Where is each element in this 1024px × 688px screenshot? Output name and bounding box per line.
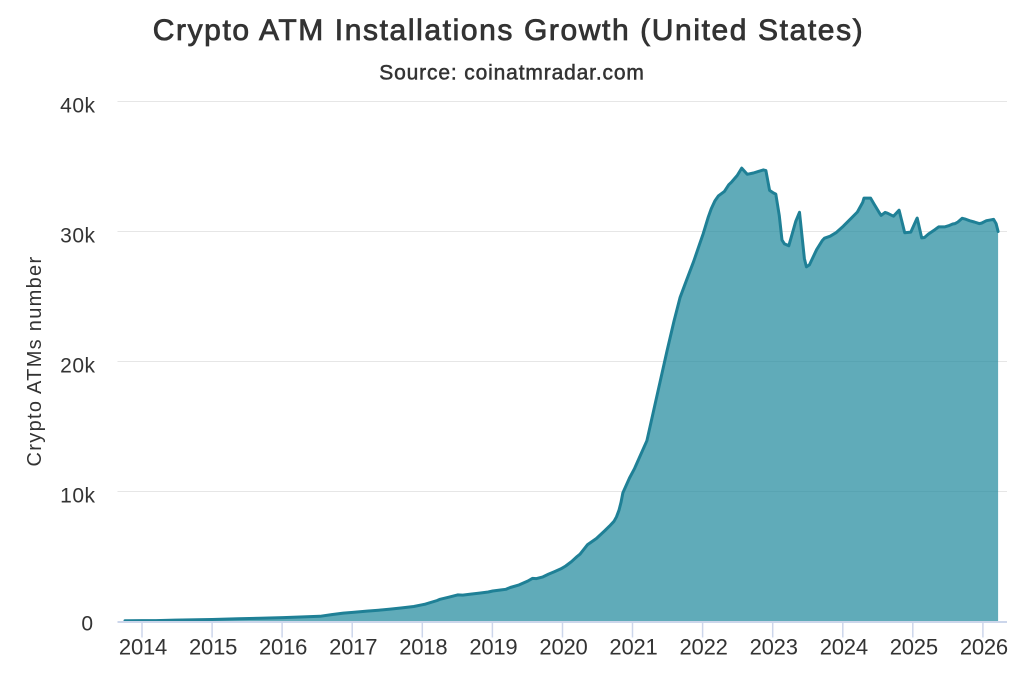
svg-text:2023: 2023	[750, 635, 798, 660]
svg-text:2026: 2026	[960, 635, 1008, 660]
svg-text:40k: 40k	[60, 94, 95, 117]
svg-text:Crypto ATMs number: Crypto ATMs number	[24, 256, 46, 467]
svg-text:10k: 10k	[60, 484, 95, 507]
svg-text:2017: 2017	[329, 635, 377, 660]
svg-text:20k: 20k	[60, 354, 95, 377]
svg-text:2014: 2014	[119, 635, 167, 660]
svg-text:Crypto ATM Installations Growt: Crypto ATM Installations Growth (United …	[153, 14, 865, 47]
svg-text:30k: 30k	[60, 224, 95, 247]
svg-text:2022: 2022	[680, 635, 728, 660]
svg-text:2021: 2021	[609, 635, 657, 660]
svg-text:2016: 2016	[259, 635, 307, 660]
svg-text:2019: 2019	[469, 635, 517, 660]
svg-text:2018: 2018	[399, 635, 447, 660]
svg-text:2024: 2024	[820, 635, 868, 660]
svg-text:0: 0	[81, 613, 93, 636]
svg-text:2015: 2015	[189, 635, 237, 660]
svg-text:Source: coinatmradar.com: Source: coinatmradar.com	[379, 62, 645, 85]
svg-text:2025: 2025	[890, 635, 938, 660]
svg-text:2020: 2020	[539, 635, 587, 660]
